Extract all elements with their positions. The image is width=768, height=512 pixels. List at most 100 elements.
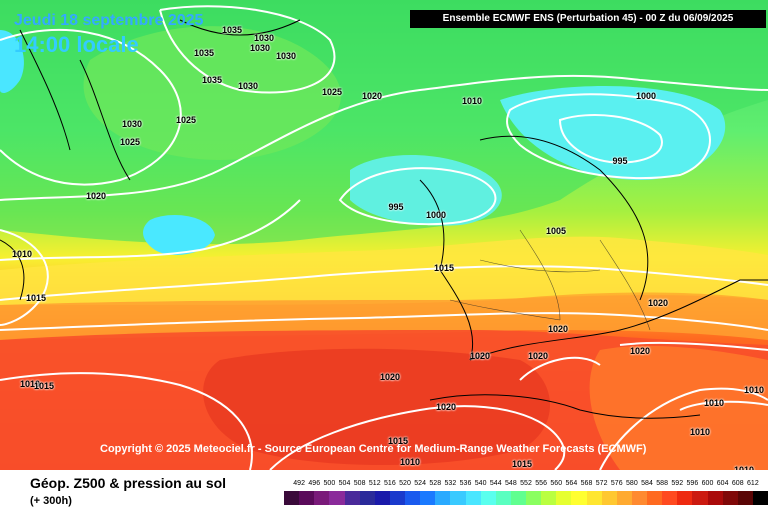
color-scale-cell (329, 491, 345, 505)
color-scale-value: 552 (520, 480, 532, 487)
color-scale-value: 532 (444, 480, 457, 487)
color-scale-value: 544 (489, 480, 502, 487)
color-scale-value: 504 (338, 480, 351, 487)
forecast-time: 14:00 locale (14, 32, 139, 57)
color-scale-value: 580 (626, 480, 638, 487)
color-scale-value: 536 (459, 480, 472, 487)
color-scale-cell (601, 491, 617, 505)
color-scale-value: 612 (747, 480, 759, 487)
color-scale-value: 592 (671, 480, 684, 487)
color-scale-cell (374, 491, 390, 505)
color-scale-cell (571, 491, 587, 505)
color-scale-cell (405, 491, 421, 505)
color-scale-bar (284, 491, 768, 505)
isobar-label: 1030 (249, 43, 271, 53)
low-west-field (143, 215, 215, 255)
color-scale-cell (510, 491, 526, 505)
forecast-date: Jeudi 18 septembre 2025 (14, 12, 204, 29)
color-scale-cell (692, 491, 708, 505)
color-scale-value: 496 (308, 480, 321, 487)
isobar-label: 1010 (689, 427, 711, 437)
isobar-label: 1010 (703, 398, 725, 408)
color-scale-cell (480, 491, 496, 505)
isobar-label: 1030 (237, 81, 259, 91)
color-scale-cell (299, 491, 315, 505)
isobar-label: 1020 (547, 324, 569, 334)
color-scale-value: 608 (731, 480, 744, 487)
color-scale-value: 588 (656, 480, 668, 487)
color-scale-value: 512 (368, 480, 381, 487)
color-scale-cell (647, 491, 663, 505)
color-scale-value: 568 (580, 480, 593, 487)
isobar-label: 1030 (121, 119, 143, 129)
color-scale-value: 516 (384, 480, 396, 487)
isobars (0, 5, 768, 470)
isobar-label: 1030 (275, 51, 297, 61)
isobar-label: 1020 (435, 402, 457, 412)
isobar-label: 1015 (511, 459, 533, 469)
isobar-label: 1020 (85, 191, 107, 201)
color-scale-value: 600 (701, 480, 714, 487)
low-northwest-field (0, 30, 24, 93)
isobar-label: 1015 (25, 293, 47, 303)
color-scale-cell (450, 491, 466, 505)
color-scale-cell (435, 491, 451, 505)
color-scale-value: 576 (610, 480, 623, 487)
isobar-label: 1015 (433, 263, 455, 273)
isobar-label: 1005 (545, 226, 567, 236)
geopotential-dark-red-zone (203, 348, 550, 465)
isobar-label: 1025 (175, 115, 197, 125)
isobar-label: 1025 (119, 137, 141, 147)
isobar-label: 1020 (647, 298, 669, 308)
isobar-label: 995 (612, 156, 628, 166)
isobar-label: 1020 (629, 346, 651, 356)
color-scale: 492 496 500 504 508 512 516 520 524 528 532 536 540 5… (284, 480, 768, 512)
color-scale-cell (359, 491, 375, 505)
isobar-label: 1020 (361, 91, 383, 101)
color-scale-cell (541, 491, 557, 505)
color-scale-cell (752, 491, 768, 505)
isobar-label: 1035 (221, 25, 243, 35)
color-scale-cell (495, 491, 511, 505)
isobar-label: 1015 (387, 436, 409, 446)
isobar-label: 1035 (193, 48, 215, 58)
borders (449, 229, 651, 331)
isobar-label: 1010 (11, 249, 33, 259)
color-scale-cell (556, 491, 572, 505)
color-scale-cell (722, 491, 738, 505)
footer-title: Géop. Z500 & pression au sol (30, 475, 227, 491)
footer-subtitle: (+ 300h) (30, 495, 72, 507)
color-scale-cell (662, 491, 678, 505)
color-scale-value: 564 (565, 480, 578, 487)
model-banner: Ensemble ECMWF ENS (Perturbation 45) - 0… (410, 10, 766, 28)
isobar-label: 1010 (743, 385, 765, 395)
isobar-label: 1035 (201, 75, 223, 85)
color-scale-cell (420, 491, 436, 505)
coastlines (0, 19, 768, 419)
color-scale-cell (616, 491, 632, 505)
color-scale-value: 492 (293, 480, 305, 487)
color-scale-cell (677, 491, 693, 505)
color-scale-labels: 492 496 500 504 508 512 516 520 524 528 532 536 540 5… (284, 480, 768, 490)
color-scale-cell (465, 491, 481, 505)
isobar-label: 1010 (19, 379, 41, 389)
low-scandinavia-field (500, 86, 726, 180)
color-scale-value: 528 (429, 480, 442, 487)
color-scale-value: 540 (474, 480, 487, 487)
geopotential-orange-east (589, 345, 768, 470)
isobar-label: 1000 (635, 91, 657, 101)
color-scale-value: 584 (641, 480, 653, 487)
color-scale-value: 508 (353, 480, 366, 487)
color-scale-value: 548 (505, 480, 517, 487)
color-scale-value: 596 (686, 480, 699, 487)
isobar-label: 1030 (253, 33, 275, 43)
color-scale-value: 556 (535, 480, 547, 487)
isobar-label: 1010 (399, 457, 421, 467)
copyright-notice: Copyright © 2025 Meteociel.fr - Source E… (100, 443, 647, 455)
color-scale-value: 560 (550, 480, 563, 487)
forecast-map (0, 0, 768, 470)
color-scale-value: 520 (399, 480, 411, 487)
isobar-label: 1020 (469, 351, 491, 361)
color-scale-value: 524 (414, 480, 426, 487)
